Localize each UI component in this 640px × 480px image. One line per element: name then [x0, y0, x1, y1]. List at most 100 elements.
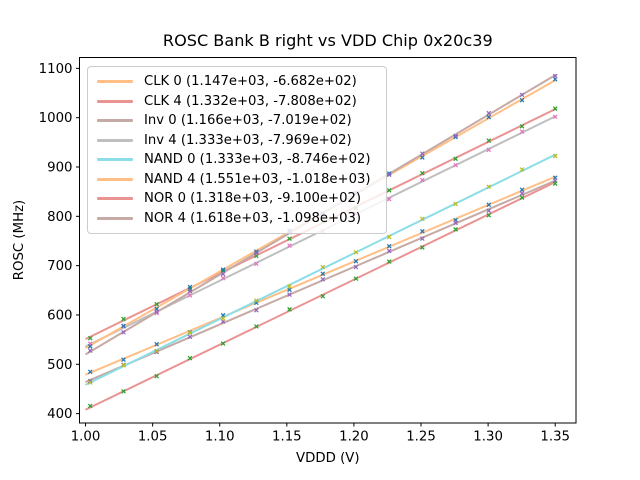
- x-tick-label: 1.10: [205, 430, 235, 445]
- fit-line-inv-0: [85, 179, 557, 383]
- y-tick-label: 600: [47, 308, 72, 323]
- data-point: [187, 355, 193, 361]
- fit-line-nand-0: [85, 153, 557, 386]
- markers-inv-0: [87, 178, 558, 384]
- legend-item-label: NAND 4 (1.551e+03, -1.018e+03): [144, 171, 371, 187]
- data-point: [187, 330, 193, 336]
- x-tick-label: 1.15: [272, 430, 302, 445]
- data-point: [187, 288, 193, 294]
- data-point: [87, 348, 93, 353]
- legend-item-nand-4: NAND 4 (1.551e+03, -1.018e+03): [97, 170, 377, 190]
- data-point: [87, 369, 93, 375]
- plot-border: [79, 57, 577, 424]
- legend-item-label: CLK 4 (1.332e+03, -7.808e+02): [144, 93, 357, 109]
- data-point: [220, 316, 226, 321]
- data-point: [287, 307, 292, 312]
- y-tick-label: 800: [47, 210, 72, 225]
- fit-line-nor-0: [85, 181, 557, 411]
- data-point: [154, 349, 160, 355]
- axes: 1.00 1.05 1.10 1.15 1.20 1.25 1.30 1.35 400 500 60…: [39, 62, 570, 445]
- x-tick-label: 1.35: [540, 430, 570, 445]
- data-point: [519, 92, 525, 98]
- legend-item-inv-4: Inv 4 (1.333e+03, -7.969e+02): [97, 131, 377, 151]
- data-point: [386, 234, 392, 240]
- data-point: [187, 334, 193, 340]
- data-point: [519, 123, 525, 129]
- x-tick-label: 1.00: [71, 430, 101, 445]
- fit-line-clk-0: [85, 175, 557, 376]
- markers-nor-0: [87, 181, 558, 409]
- data-point: [386, 196, 392, 202]
- legend-item-label: NOR 4 (1.618e+03, -1.098e+03): [144, 210, 362, 226]
- data-point: [519, 187, 525, 193]
- data-point: [453, 134, 458, 140]
- data-point: [486, 208, 492, 213]
- data-point: [420, 216, 425, 222]
- data-point: [519, 97, 525, 103]
- data-point: [121, 316, 126, 322]
- data-point: [220, 271, 226, 277]
- legend: CLK 0 (1.147e+03, -6.682e+02) CLK 4 (1.33…: [87, 66, 387, 234]
- data-point: [254, 261, 259, 267]
- legend-item-clk-4: CLK 4 (1.332e+03, -7.808e+02): [97, 92, 377, 112]
- data-point: [87, 378, 93, 384]
- data-point: [254, 298, 259, 303]
- x-tick-label: 1.25: [406, 430, 436, 445]
- legend-item-nor-4: NOR 4 (1.618e+03, -1.098e+03): [97, 209, 377, 229]
- data-point: [552, 114, 558, 120]
- data-point: [486, 114, 492, 120]
- data-point: [220, 275, 226, 281]
- data-point: [420, 228, 425, 234]
- y-tick-label: 700: [47, 259, 72, 274]
- data-point: [353, 264, 359, 270]
- data-point: [187, 284, 193, 290]
- data-point: [519, 195, 525, 201]
- data-point: [121, 362, 126, 368]
- legend-item-clk-0: CLK 0 (1.147e+03, -6.682e+02): [97, 72, 377, 92]
- data-point: [486, 110, 492, 116]
- data-point: [353, 249, 359, 255]
- data-point: [519, 129, 525, 134]
- data-point: [121, 323, 126, 329]
- data-point: [154, 341, 160, 347]
- data-point: [353, 258, 359, 264]
- data-point: [386, 172, 392, 178]
- data-point: [254, 249, 259, 254]
- data-point: [220, 341, 226, 346]
- data-point: [453, 162, 458, 168]
- data-point: [519, 191, 525, 196]
- data-point: [486, 202, 492, 208]
- data-point: [287, 292, 292, 297]
- data-point: [486, 138, 492, 143]
- y-axis-label: ROSC (MHz): [12, 200, 27, 280]
- legend-line-sample: [97, 80, 133, 84]
- data-point: [353, 276, 359, 282]
- legend-line-sample: [97, 216, 133, 220]
- y-tick-label: 1100: [39, 62, 73, 77]
- data-point: [121, 329, 126, 335]
- data-point: [187, 293, 193, 298]
- data-point: [486, 184, 492, 190]
- data-point: [386, 243, 392, 249]
- legend-line-sample: [97, 158, 133, 162]
- data-point: [87, 380, 93, 385]
- data-point: [287, 243, 292, 248]
- data-point: [254, 250, 259, 256]
- legend-item-label: Inv 0 (1.166e+03, -7.019e+02): [144, 113, 352, 129]
- data-point: [87, 335, 93, 341]
- x-tick-label: 1.05: [138, 430, 168, 445]
- legend-item-nand-0: NAND 0 (1.333e+03, -8.746e+02): [97, 150, 377, 170]
- data-point: [552, 181, 558, 186]
- data-point: [154, 310, 160, 316]
- data-point: [154, 373, 160, 379]
- y-tick-label: 1000: [39, 111, 73, 126]
- legend-line-sample: [97, 138, 133, 142]
- data-point: [420, 177, 425, 183]
- legend-line-sample: [97, 197, 133, 201]
- data-point: [386, 171, 392, 176]
- x-tick-label: 1.30: [473, 430, 503, 445]
- data-point: [453, 227, 458, 232]
- legend-item-label: NOR 0 (1.318e+03, -9.100e+02): [144, 191, 362, 207]
- data-point: [552, 106, 558, 111]
